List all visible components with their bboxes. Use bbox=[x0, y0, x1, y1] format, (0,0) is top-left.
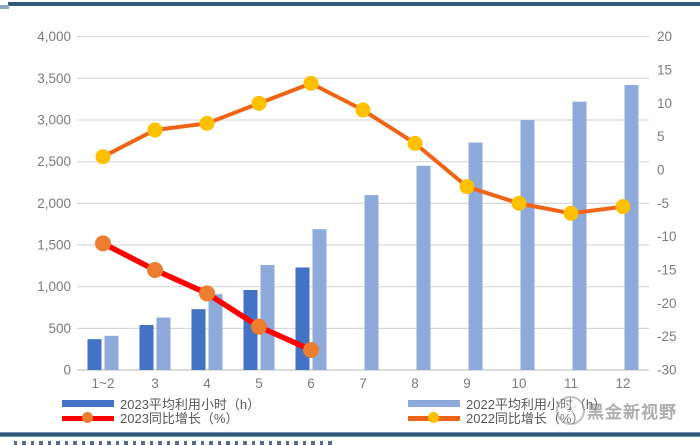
bottom-divider-rule bbox=[0, 432, 700, 437]
bar-2022平均利用小时（h） bbox=[520, 120, 535, 371]
left-axis-tick: 1,500 bbox=[37, 238, 71, 253]
top-divider-tab bbox=[0, 5, 9, 9]
left-axis-tick: 2,500 bbox=[37, 154, 71, 169]
bar-2022平均利用小时（h） bbox=[572, 101, 587, 371]
legend-swatch-2023-yoy-line bbox=[62, 411, 114, 424]
x-axis-tick: 10 bbox=[511, 376, 526, 391]
left-axis-tick: 1,000 bbox=[37, 279, 71, 294]
x-axis-tick: 4 bbox=[203, 376, 211, 391]
marker-2022同比增长（%） bbox=[251, 95, 267, 111]
left-axis-tick: 2,000 bbox=[37, 196, 71, 211]
marker-2022同比增长（%） bbox=[303, 75, 319, 91]
x-axis-tick: 5 bbox=[255, 376, 263, 391]
bar-2023平均利用小时（h） bbox=[87, 339, 102, 370]
left-axis-tick: 500 bbox=[48, 321, 71, 336]
legend-swatch-2022-yoy-line bbox=[408, 411, 460, 424]
marker-2022同比增长（%） bbox=[355, 102, 371, 118]
bar-2022平均利用小时（h） bbox=[364, 195, 379, 370]
right-axis-tick: -25 bbox=[657, 329, 677, 344]
marker-2023同比增长（%） bbox=[95, 235, 111, 252]
bar-2022平均利用小时（h） bbox=[208, 294, 223, 370]
right-axis-tick: -15 bbox=[657, 263, 677, 278]
marker-2023同比增长（%） bbox=[251, 318, 267, 335]
bar-2022平均利用小时（h） bbox=[624, 85, 639, 370]
right-axis-tick: -20 bbox=[657, 296, 677, 311]
bar-2022平均利用小时（h） bbox=[312, 229, 327, 370]
left-axis-tick: 3,000 bbox=[37, 113, 71, 128]
marker-2022同比增长（%） bbox=[459, 179, 475, 195]
legend-label-2022-hours: 2022平均利用小时（h） bbox=[466, 397, 607, 412]
right-axis-tick: 5 bbox=[657, 129, 665, 144]
x-axis-tick: 12 bbox=[615, 376, 630, 391]
marker-2022同比增长（%） bbox=[95, 149, 111, 165]
bar-2022平均利用小时（h） bbox=[104, 335, 119, 370]
right-axis-tick: 20 bbox=[657, 29, 672, 44]
right-axis-tick: -10 bbox=[657, 229, 677, 244]
top-divider-rule bbox=[8, 2, 700, 6]
cutoff-source-text bbox=[14, 441, 334, 445]
x-axis-tick: 11 bbox=[564, 376, 578, 391]
legend-item-2022-yoy: 2022同比增长（%） bbox=[408, 411, 606, 426]
bar-2022平均利用小时（h） bbox=[416, 165, 431, 370]
legend-label-2023-yoy: 2023同比增长（%） bbox=[120, 411, 239, 426]
marker-2022同比增长（%） bbox=[407, 135, 423, 151]
legend-label-2022-yoy: 2022同比增长（%） bbox=[466, 411, 585, 426]
legend-item-2023-hours: 2023平均利用小时（h） bbox=[62, 397, 261, 412]
marker-2023同比增长（%） bbox=[199, 285, 215, 302]
legend-column-2022: 2022平均利用小时（h） 2022同比增长（%） bbox=[408, 397, 607, 426]
left-axis-tick: 4,000 bbox=[37, 29, 71, 44]
left-axis-tick: 0 bbox=[63, 363, 71, 378]
bar-2023平均利用小时（h） bbox=[243, 290, 258, 370]
marker-2022同比增长（%） bbox=[615, 199, 631, 215]
chart-legend: 2023平均利用小时（h） 2023同比增长（%） 2022平均利用小时（h） … bbox=[0, 397, 700, 427]
marker-2022同比增长（%） bbox=[147, 122, 163, 138]
right-axis-tick: -5 bbox=[657, 196, 669, 211]
x-axis-tick: 8 bbox=[411, 376, 419, 391]
marker-2022同比增长（%） bbox=[199, 115, 215, 131]
right-axis-tick: 0 bbox=[657, 163, 665, 178]
marker-2023同比增长（%） bbox=[303, 342, 319, 359]
bar-2022平均利用小时（h） bbox=[156, 317, 171, 370]
marker-2023同比增长（%） bbox=[147, 262, 163, 279]
right-axis-tick: 10 bbox=[657, 96, 672, 111]
legend-item-2023-yoy: 2023同比增长（%） bbox=[62, 411, 260, 426]
bar-2023平均利用小时（h） bbox=[191, 309, 206, 370]
bar-2023平均利用小时（h） bbox=[139, 325, 154, 370]
x-axis-tick: 3 bbox=[151, 376, 159, 391]
x-axis-tick: 1~2 bbox=[92, 376, 115, 391]
legend-swatch-2022-hours-bar bbox=[408, 397, 460, 410]
right-axis-tick: 15 bbox=[657, 63, 672, 78]
marker-2022同比增长（%） bbox=[563, 205, 579, 221]
bar-2022平均利用小时（h） bbox=[260, 265, 275, 370]
left-axis-tick: 3,500 bbox=[37, 71, 71, 86]
right-axis-tick: -30 bbox=[657, 363, 677, 378]
legend-swatch-2023-hours-bar bbox=[62, 397, 114, 410]
legend-label-2023-hours: 2023平均利用小时（h） bbox=[120, 397, 261, 412]
x-axis-tick: 6 bbox=[307, 376, 315, 391]
x-axis-tick: 9 bbox=[463, 376, 471, 391]
marker-2022同比增长（%） bbox=[511, 195, 527, 211]
bar-2022平均利用小时（h） bbox=[468, 142, 483, 370]
legend-item-2022-hours: 2022平均利用小时（h） bbox=[408, 397, 607, 412]
legend-column-2023: 2023平均利用小时（h） 2023同比增长（%） bbox=[62, 397, 261, 426]
x-axis-tick: 7 bbox=[359, 376, 367, 391]
